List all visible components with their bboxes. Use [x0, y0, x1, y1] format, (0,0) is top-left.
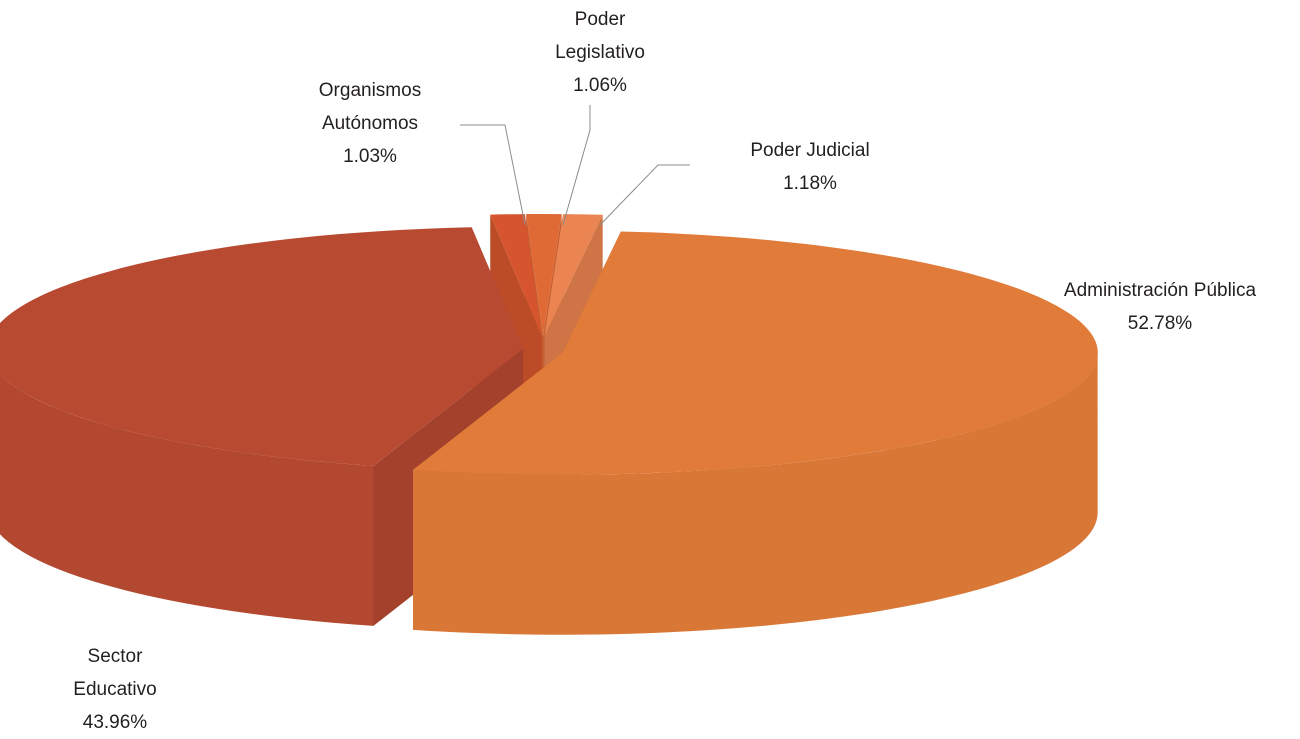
category-name: Organismos Autónomos [318, 80, 422, 134]
value-label: 43.96% [82, 712, 148, 733]
slice-top [544, 214, 603, 337]
slice-side [413, 352, 1098, 635]
category-name: Poder Judicial [750, 140, 870, 161]
value-label: 1.06% [573, 75, 627, 96]
slice-top [490, 214, 542, 337]
slice-side [0, 374, 374, 626]
slice-top [413, 231, 1098, 475]
category-name: Poder Legislativo [555, 9, 645, 63]
slice-label: Poder Legislativo 1.06% [545, 3, 655, 102]
slice-label: Organismos Autónomos 1.03% [300, 74, 440, 173]
value-label: 1.03% [343, 146, 397, 167]
slice-label: Administración Pública 52.78% [1030, 274, 1290, 340]
slice-top [526, 213, 562, 336]
leader-line [599, 164, 690, 226]
slice-label: Sector Educativo 43.96% [65, 640, 165, 739]
slice-label: Poder Judicial 1.18% [710, 134, 910, 200]
value-label: 1.18% [783, 173, 837, 194]
slice-top [0, 227, 524, 466]
value-label: 52.78% [1127, 313, 1193, 334]
leader-line [562, 105, 591, 226]
category-name: Administración Pública [1063, 280, 1257, 301]
slice [413, 231, 1098, 635]
leader-line [460, 124, 526, 226]
category-name: Sector Educativo [73, 646, 157, 700]
